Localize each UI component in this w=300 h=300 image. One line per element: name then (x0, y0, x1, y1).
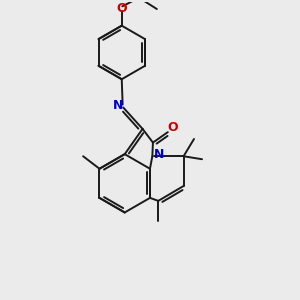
Text: O: O (116, 2, 127, 15)
Text: N: N (154, 148, 164, 161)
Text: O: O (167, 121, 178, 134)
Text: N: N (113, 99, 123, 112)
